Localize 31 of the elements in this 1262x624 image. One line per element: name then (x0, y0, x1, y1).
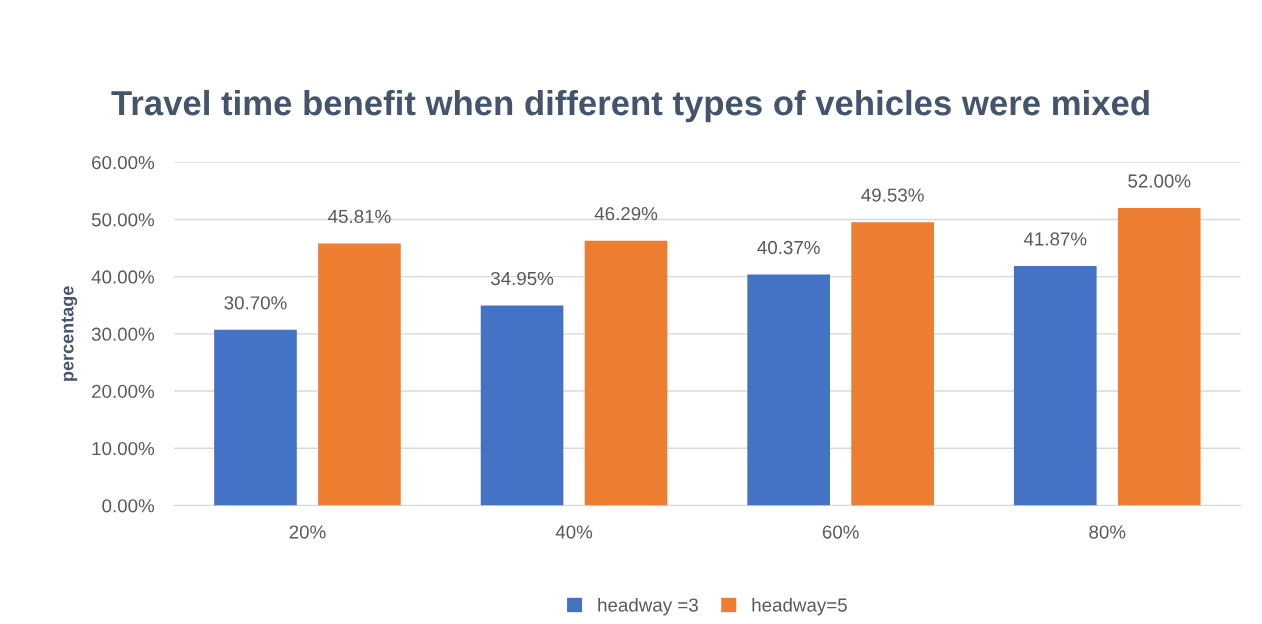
bar (318, 243, 401, 506)
bar (584, 240, 668, 506)
y-tick-label: 10.00% (92, 441, 155, 456)
y-axis-title: percentage (61, 286, 78, 381)
x-tick-label: 20% (289, 525, 326, 539)
bar (851, 222, 934, 506)
data-label: 49.53% (861, 188, 924, 202)
data-label: 30.70% (224, 296, 287, 310)
y-tick-label: 30.00% (91, 327, 155, 341)
y-tick-label: 0.00% (102, 499, 155, 513)
y-tick-label: 60.00% (92, 155, 155, 170)
bar (214, 329, 297, 506)
y-tick-label: 50.00% (91, 213, 155, 227)
y-tick-label: 20.00% (92, 384, 155, 399)
data-label: 34.95% (490, 271, 554, 286)
x-tick-label: 40% (555, 525, 593, 539)
legend-label: headway =3 (598, 597, 698, 616)
y-tick-label: 40.00% (91, 270, 155, 284)
x-tick-label: 80% (1089, 525, 1126, 539)
data-label: 46.29% (594, 207, 658, 221)
data-label: 52.00% (1128, 174, 1191, 188)
bar (747, 274, 830, 506)
data-label: 41.87% (1023, 232, 1087, 246)
data-label: 45.81% (328, 209, 391, 224)
chart-title: Travel time benefit when different types of vehicles were mixed (111, 89, 1149, 123)
bar (1117, 208, 1201, 506)
bar (480, 305, 564, 506)
x-tick-label: 60% (822, 525, 859, 539)
legend-label: headway=5 (752, 597, 847, 616)
bar (1013, 265, 1097, 506)
data-label: 40.37% (757, 240, 820, 255)
